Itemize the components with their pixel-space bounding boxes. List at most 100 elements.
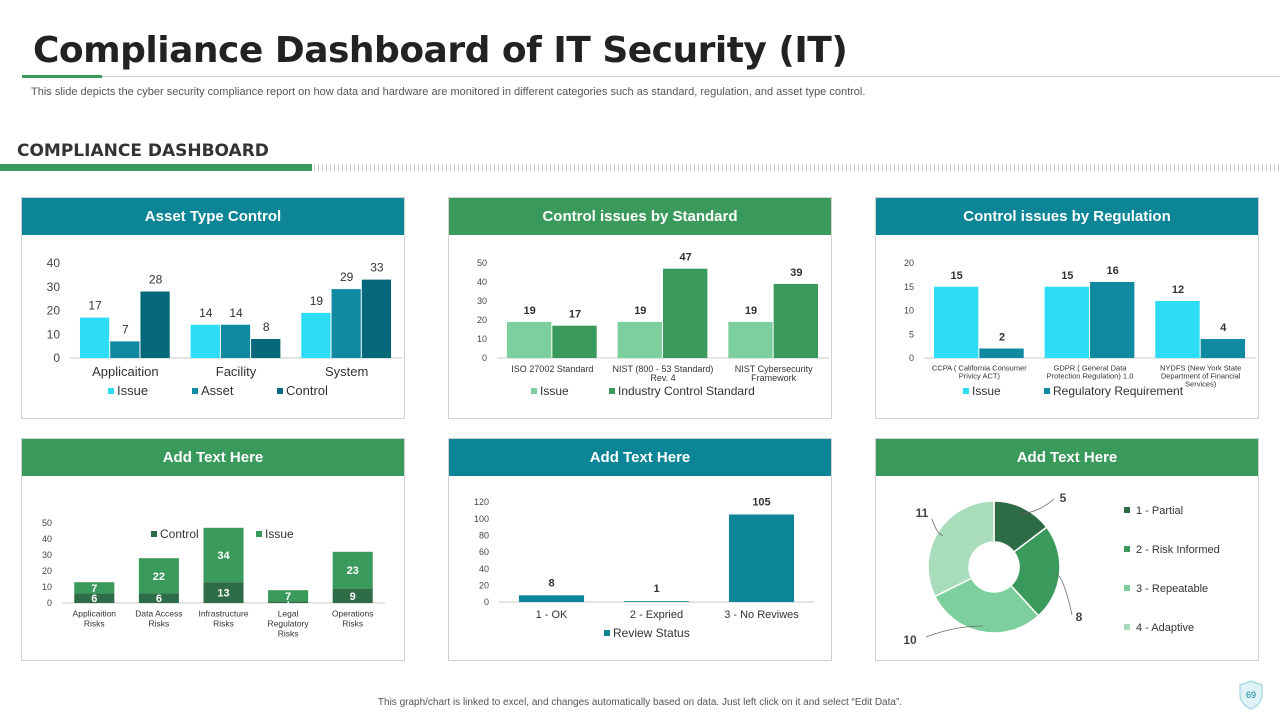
x-category-label: Data Access Risks [135, 609, 182, 629]
y-tick-label: 30 [42, 550, 52, 560]
bar-regulatory-requirement [979, 348, 1024, 358]
legend-swatch [1124, 624, 1130, 630]
asset-type-control-chart[interactable]: 0 10 20 30 40 17 7 28 Applicaition 14 14 8 Facility 1… [22, 235, 406, 420]
bar-industry-control-standard [552, 325, 597, 358]
page-number-shield: 69 [1239, 680, 1263, 710]
y-tick-label: 60 [479, 547, 489, 557]
section-hatch-divider [314, 164, 1280, 171]
risk-stacked-panel: Add Text Here 0 10 20 30 40 50 6 7 Applicaition R… [21, 438, 405, 661]
y-tick-label: 40 [477, 277, 487, 287]
legend-label: Control [160, 527, 199, 541]
y-tick-label: 0 [909, 353, 914, 363]
x-category-label: NIST Cybersecurity Framework [735, 364, 813, 383]
x-category-label: GDPR ( General Data Protection Regulation… [1047, 364, 1134, 381]
legend-label: Control [286, 383, 328, 398]
data-label: 6 [156, 593, 162, 605]
y-tick-label: 50 [42, 518, 52, 528]
bar-regulatory-requirement [1200, 339, 1246, 358]
data-label: 7 [91, 583, 97, 595]
data-label: 15 [1061, 270, 1073, 282]
y-tick-label: 0 [484, 597, 489, 607]
data-label: 19 [634, 305, 646, 317]
bar-review-status [518, 595, 585, 602]
y-tick-label: 40 [479, 564, 489, 574]
legend-swatch [1124, 507, 1130, 513]
bar-asset [331, 289, 361, 358]
review-status-panel: Add Text Here 0 20 40 60 80 100 120 8 1 - OK 1 2 -… [448, 438, 832, 661]
y-tick-label: 0 [53, 351, 60, 365]
y-tick-label: 120 [474, 497, 489, 507]
bar-review-status [623, 601, 690, 602]
data-label: 7 [122, 322, 129, 336]
x-category-label: CCPA ( California Consumer Privicy ACT) [932, 364, 1027, 381]
maturity-donut-chart[interactable]: 5 8 10 11 1 - Partial 2 - Risk Informed 3 - Re… [876, 476, 1260, 662]
legend-label: Industry Control Standard [618, 384, 755, 398]
x-category-label: Operations Risks [332, 609, 374, 629]
legend-swatch [277, 388, 283, 394]
data-label: 22 [153, 571, 165, 583]
title-accent-bar [22, 75, 102, 78]
bar-asset [110, 341, 140, 358]
data-label: 16 [1107, 265, 1119, 277]
legend-swatch [1124, 546, 1130, 552]
data-label: 17 [88, 299, 102, 313]
data-label: 15 [951, 270, 963, 282]
y-tick-label: 5 [909, 329, 914, 339]
y-tick-label: 80 [479, 530, 489, 540]
data-label: 47 [680, 252, 692, 264]
control-issues-by-standard-chart[interactable]: 0 10 20 30 40 50 19 17 ISO 27002 Standard 19 47 NIS… [449, 235, 833, 420]
bar-control [251, 339, 281, 358]
panel-header: Add Text Here [449, 439, 831, 476]
data-label: 29 [340, 270, 354, 284]
panel-header: Asset Type Control [22, 198, 404, 235]
y-tick-label: 20 [479, 580, 489, 590]
bar-control [74, 593, 115, 603]
section-title: COMPLIANCE DASHBOARD [17, 141, 269, 161]
control-issues-by-regulation-panel: Control issues by Regulation 0 5 10 15 20 15 2… [875, 197, 1259, 419]
y-tick-label: 10 [42, 582, 52, 592]
data-label: 12 [1172, 284, 1184, 296]
legend-swatch [192, 388, 198, 394]
y-tick-label: 100 [474, 514, 489, 524]
data-label: 7 [285, 591, 291, 603]
bar-asset [220, 324, 251, 358]
data-label: 1 [285, 597, 291, 609]
legend-swatch [108, 388, 114, 394]
panel-header: Add Text Here [876, 439, 1258, 476]
y-tick-label: 20 [904, 258, 914, 268]
bar-issue [79, 317, 110, 358]
control-issues-by-regulation-chart[interactable]: 0 5 10 15 20 15 2 CCPA ( California Consumer Pri… [876, 235, 1260, 420]
donut-slice-2 [1009, 526, 1061, 617]
bar-issue [332, 551, 373, 589]
x-category-label: Facility [216, 364, 257, 379]
data-label: 8 [1076, 610, 1083, 624]
data-label: 14 [229, 306, 243, 320]
y-tick-label: 20 [477, 315, 487, 325]
page-number: 69 [1246, 690, 1256, 700]
bar-issue [268, 590, 309, 602]
data-label: 19 [745, 305, 757, 317]
bar-control [361, 279, 392, 358]
data-label: 17 [569, 309, 581, 321]
legend-swatch [609, 388, 615, 394]
bar-review-status [728, 514, 795, 602]
bar-control [203, 582, 244, 603]
data-label: 4 [1220, 322, 1227, 334]
data-label: 14 [199, 306, 213, 320]
bar-regulatory-requirement [1090, 282, 1135, 358]
data-label: 9 [350, 591, 356, 603]
y-tick-label: 40 [47, 256, 61, 270]
legend-label: Issue [972, 384, 1001, 398]
bar-control [138, 593, 179, 603]
y-tick-label: 20 [47, 304, 61, 318]
bar-issue [138, 558, 179, 594]
y-tick-label: 0 [47, 598, 52, 608]
donut-slice-4 [927, 500, 995, 598]
legend-label: Asset [201, 383, 234, 398]
legend-swatch [604, 630, 610, 636]
bar-issue [190, 324, 220, 358]
x-category-label: 3 - No Reviwes [724, 609, 799, 621]
y-tick-label: 20 [42, 566, 52, 576]
review-status-chart[interactable]: 0 20 40 60 80 100 120 8 1 - OK 1 2 - Expried 105 3 -… [449, 476, 833, 662]
